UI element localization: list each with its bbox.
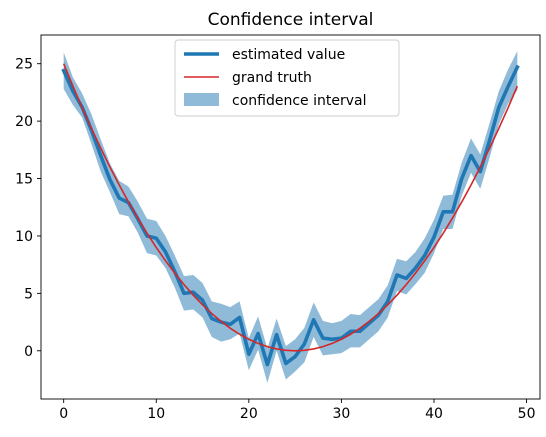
grand-truth-line [62, 63, 519, 352]
y-tick-label: 20 [15, 114, 33, 130]
plot-frame [40, 34, 541, 400]
y-tick-label: 0 [24, 344, 33, 360]
line-layer [61, 63, 520, 367]
y-tick-label: 25 [15, 57, 33, 73]
y-tick-label: 5 [24, 286, 33, 302]
x-tick-label: 20 [240, 406, 258, 422]
x-axis: 0 10 20 30 40 50 [59, 399, 535, 422]
x-tick-label: 30 [333, 406, 351, 422]
chart-title: Confidence interval [208, 10, 374, 30]
legend-label: grand truth [232, 70, 312, 86]
x-tick-label: 40 [425, 406, 443, 422]
y-tick-label: 15 [15, 172, 33, 188]
legend-label: estimated value [232, 47, 345, 63]
y-tick-label: 10 [15, 229, 33, 245]
y-axis: 0 5 10 15 20 25 [15, 57, 41, 360]
legend-label: confidence interval [232, 93, 366, 109]
x-tick-label: 0 [59, 406, 68, 422]
x-tick-label: 50 [518, 406, 536, 422]
legend-box [174, 39, 400, 117]
legend-swatch [184, 93, 219, 106]
x-tick-label: 10 [147, 406, 165, 422]
legend: estimated value grand truth confidence int… [174, 39, 400, 117]
